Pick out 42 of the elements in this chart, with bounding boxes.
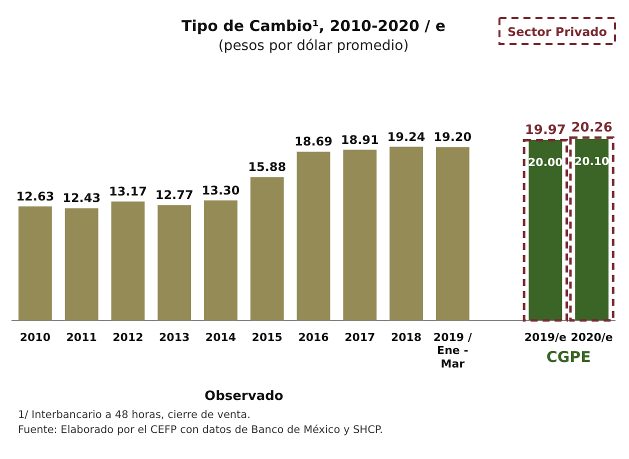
chart-title: Tipo de Cambio¹, 2010-2020 / e	[181, 16, 446, 35]
data-label: 18.91	[340, 132, 379, 147]
text: Sector Privado	[507, 25, 608, 39]
bar	[111, 202, 145, 320]
data-label: 12.77	[155, 188, 194, 202]
source-note: Fuente: Elaborado por el CEFP con datos de Banco de México y SHCP.	[18, 423, 384, 438]
data-label: 13.30	[202, 183, 240, 198]
x-tick-label: 2019/e	[524, 330, 566, 344]
data-label: 12.63	[16, 189, 54, 204]
x-tick-label: 2010	[20, 330, 51, 344]
x-tick-label: 2011	[66, 330, 97, 344]
text: 1/ Interbancario a 48 horas, cierre de venta.	[18, 408, 252, 423]
x-tick-label: 2014	[205, 330, 236, 344]
bar	[18, 206, 52, 320]
bar	[343, 150, 377, 320]
data-label: 20.10	[574, 155, 610, 168]
x-tick-label: 2012	[112, 330, 144, 344]
data-label: 20.26	[571, 120, 612, 136]
x-tick-label: 2017	[344, 330, 376, 344]
data-label: 19.97	[524, 123, 566, 138]
bar	[436, 147, 470, 320]
bar	[204, 200, 238, 320]
bar	[158, 205, 192, 320]
text: CGPE	[546, 348, 591, 366]
chart-subtitle: (pesos por dólar promedio)	[218, 38, 409, 54]
x-tick-label: 2019 / Ene - Mar	[433, 330, 473, 370]
bar	[64, 208, 98, 320]
x-tick-label: 2015	[252, 330, 282, 344]
data-label: 12.43	[62, 191, 101, 206]
data-label: 13.17	[108, 184, 147, 199]
bar	[390, 146, 423, 320]
data-label: 15.88	[248, 160, 286, 174]
data-label: 19.24	[387, 130, 426, 144]
bar	[250, 177, 284, 320]
x-tick-label: 2018	[390, 330, 422, 344]
data-label: 19.20	[434, 130, 472, 144]
text: Observado	[204, 389, 284, 404]
bar	[296, 152, 330, 320]
x-tick-label: 2016	[298, 330, 330, 344]
data-label: 18.69	[294, 134, 332, 149]
x-tick-label: 2020/e	[570, 330, 613, 344]
x-tick-label: 2013	[159, 330, 190, 344]
